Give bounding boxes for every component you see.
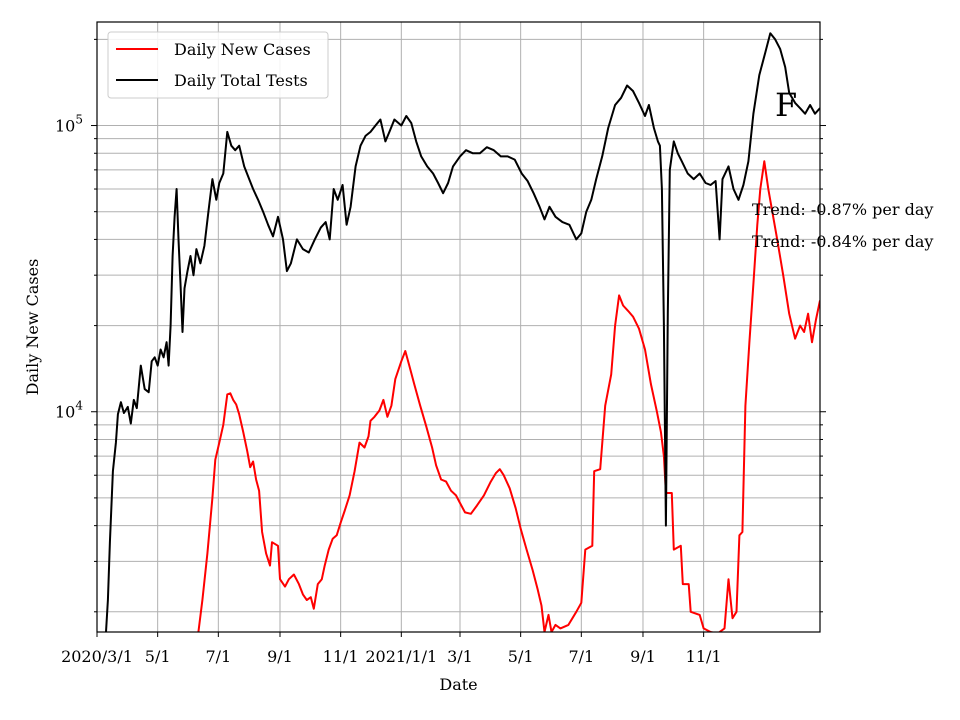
x-tick-label: 11/1 [323,647,359,666]
x-axis-label: Date [439,675,477,694]
x-tick-label: 9/1 [267,647,293,666]
x-tick-label: 5/1 [508,647,534,666]
panel-label: F [775,86,797,124]
trend-annotation-1: Trend: -0.87% per day [752,200,933,219]
y-tick-label: 104 [55,399,83,422]
plot-frame [96,21,821,633]
legend-label-daily-total-tests: Daily Total Tests [174,71,308,90]
axis-ticks: 2020/3/1 5/1 7/1 9/1 11/1 2021/1/1 3/1 5/1 7/1 9/… [55,38,826,666]
y-tick-label: 105 [55,113,83,136]
trend-annotation-2: Trend: -0.84% per day [752,232,933,251]
legend-label-daily-new-cases: Daily New Cases [174,40,311,59]
x-tick-label: 5/1 [145,647,171,666]
legend-box [107,31,329,99]
x-tick-label: 3/1 [447,647,473,666]
series-line-daily-new-cases [197,160,820,632]
x-tick-label: 2020/3/1 [61,647,133,666]
y-axis-label: Daily New Cases [23,259,42,396]
x-tick-label: 2021/1/1 [365,647,437,666]
series-layer [105,32,820,632]
legend: Daily New Cases Daily Total Tests [107,31,329,99]
x-tick-label: 11/1 [686,647,722,666]
series-line-daily-total-tests [105,32,820,632]
x-tick-label: 7/1 [568,647,594,666]
x-tick-label: 9/1 [630,647,656,666]
grid [96,22,820,632]
x-tick-label: 7/1 [205,647,231,666]
